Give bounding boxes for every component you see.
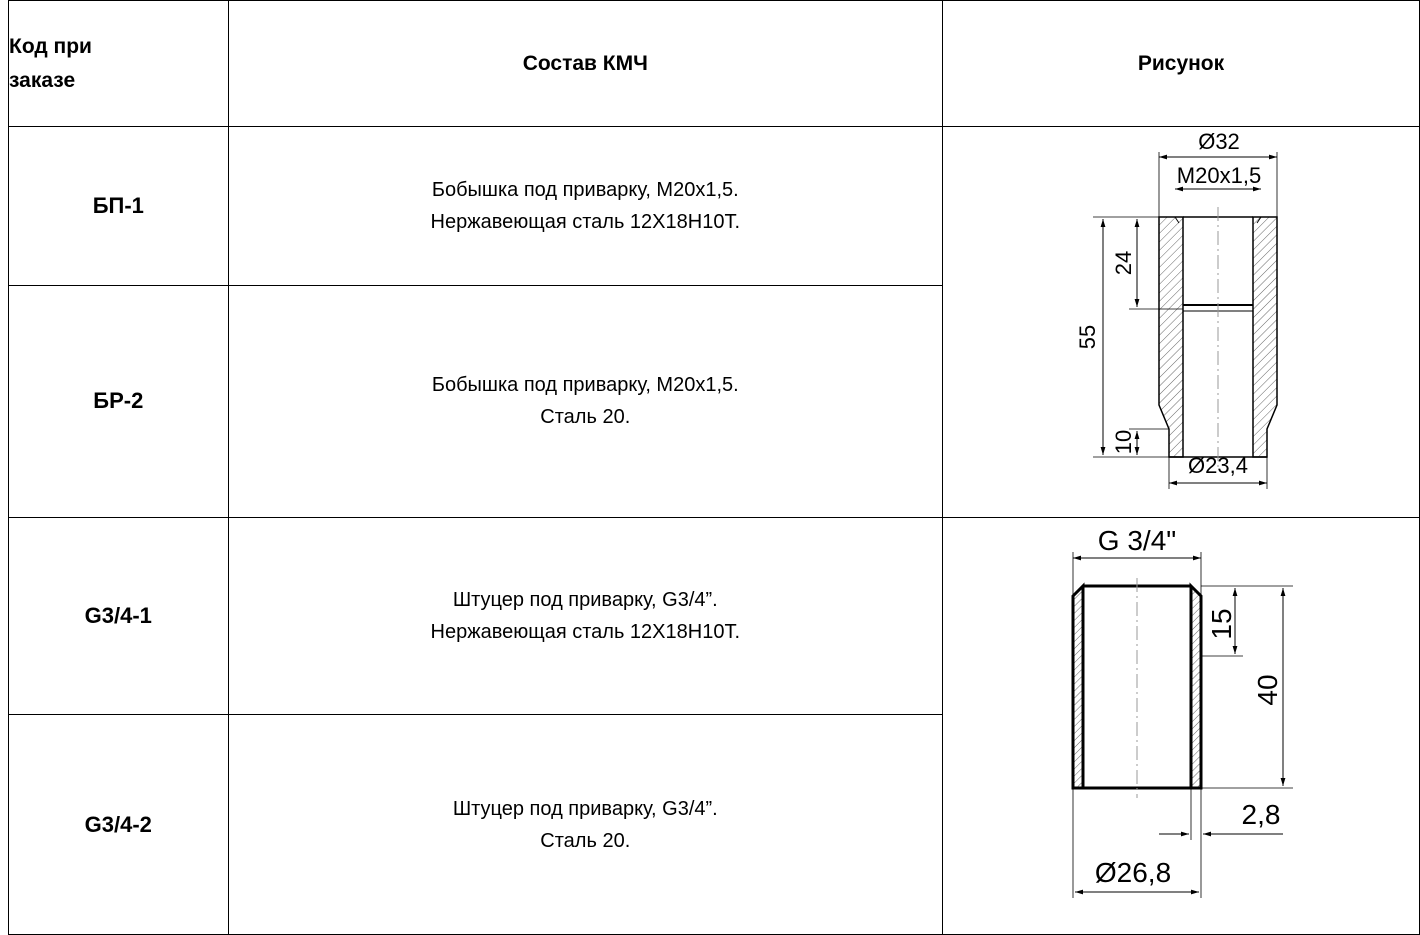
header-code: Код при заказе bbox=[8, 0, 229, 127]
description-line: Штуцер под приварку, G3/4”. bbox=[452, 589, 718, 612]
description-line: Сталь 20. bbox=[540, 406, 631, 429]
description: Штуцер под приварку, G3/4”. Сталь 20. bbox=[227, 714, 943, 935]
description-line: Бобышка под приварку, М20х1,5. bbox=[431, 178, 739, 201]
dim-outer-diameter: Ø32 bbox=[1198, 129, 1240, 154]
table-row: БР-2 Бобышка под приварку, М20х1,5. Стал… bbox=[8, 284, 1420, 519]
order-code: G3/4-1 bbox=[8, 516, 229, 716]
header-code-line2: заказе bbox=[9, 68, 76, 92]
dim-thread: M20x1,5 bbox=[1177, 163, 1261, 188]
dim-wall: 2,8 bbox=[1242, 799, 1281, 830]
boss-drawing-cell: Ø32 M20x1,5 55 24 10 Ø23,4 bbox=[941, 126, 1420, 518]
dim-thread: G 3/4" bbox=[1098, 525, 1176, 556]
header-row: Код при заказе Состав КМЧ Рисунок bbox=[8, 0, 1420, 127]
header-drawing: Рисунок bbox=[941, 0, 1420, 127]
description-line: Нержавеющая сталь 12Х18Н10Т. bbox=[430, 621, 741, 644]
description-line: Сталь 20. bbox=[540, 829, 631, 852]
table-row: G3/4-1 Штуцер под приварку, G3/4”. Нержа… bbox=[8, 516, 1420, 935]
boss-drawing: Ø32 M20x1,5 55 24 10 Ø23,4 bbox=[1075, 129, 1278, 489]
dim-thread-length: 15 bbox=[1206, 608, 1237, 639]
table-row: G3/4-2 Штуцер под приварку, G3/4”. Сталь… bbox=[8, 714, 1420, 935]
dim-height-thread: 24 bbox=[1111, 251, 1136, 275]
dim-bottom-diameter: Ø23,4 bbox=[1188, 453, 1248, 478]
dim-height-total: 55 bbox=[1075, 325, 1100, 349]
order-code: БР-2 bbox=[8, 284, 229, 519]
description: Бобышка под приварку, М20х1,5. Сталь 20. bbox=[227, 284, 943, 519]
dim-height-bottom: 10 bbox=[1111, 430, 1136, 454]
description-line: Нержавеющая сталь 12Х18Н10Т. bbox=[430, 210, 741, 233]
dim-length-total: 40 bbox=[1252, 674, 1283, 705]
description: Бобышка под приварку, М20х1,5. Нержавеющ… bbox=[227, 126, 943, 286]
fitting-drawing: G 3/4" 15 40 2,8 Ø26,8 bbox=[1071, 525, 1293, 898]
header-composition: Состав КМЧ bbox=[227, 0, 943, 127]
table-row: БП-1 Бобышка под приварку, М20х1,5. Нерж… bbox=[8, 126, 1420, 518]
description-line: Штуцер под приварку, G3/4”. bbox=[452, 797, 718, 820]
description: Штуцер под приварку, G3/4”. Нержавеющая … bbox=[227, 516, 943, 716]
spec-table: Код при заказе Состав КМЧ Рисунок БП-1 Б… bbox=[8, 0, 1420, 935]
dim-outer-diameter: Ø26,8 bbox=[1095, 857, 1171, 888]
order-code: G3/4-2 bbox=[8, 714, 229, 935]
fitting-drawing-cell: G 3/4" 15 40 2,8 Ø26,8 bbox=[941, 517, 1420, 935]
header-code-line1: Код при bbox=[9, 34, 92, 58]
order-code: БП-1 bbox=[8, 126, 229, 286]
description-line: Бобышка под приварку, М20х1,5. bbox=[431, 374, 739, 397]
